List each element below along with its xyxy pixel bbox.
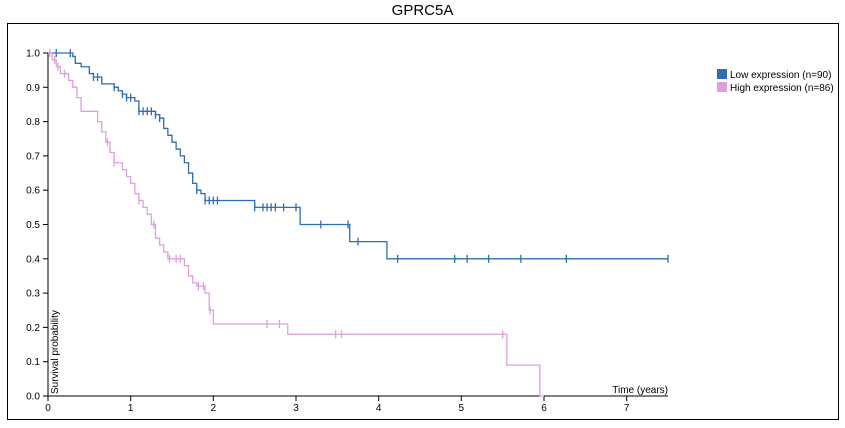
y-tick-label: 0.1 [26, 357, 40, 368]
x-axis-label: Time (years) [612, 385, 668, 396]
x-tick-label: 5 [459, 403, 465, 414]
y-tick-label: 0.8 [26, 117, 40, 128]
legend-label-0: Low expression (n=90) [730, 70, 831, 81]
legend-swatch-1 [717, 82, 727, 92]
axes [43, 52, 668, 401]
chart-frame: 0.0 0.1 0.2 0.3 0.4 0.5 0.6 0.7 0.8 0.9 1.0 0 1 2 3 4 5 6… [7, 23, 839, 420]
legend-label-1: High expression (n=86) [730, 83, 834, 94]
x-tick-label: 4 [376, 403, 382, 414]
y-tick-label: 0.6 [26, 186, 40, 197]
x-tick-label: 0 [45, 403, 51, 414]
y-tick-label: 0.7 [26, 151, 40, 162]
censor-marks [49, 49, 669, 339]
x-tick-label: 3 [293, 403, 299, 414]
legend-swatch-0 [717, 69, 727, 79]
y-axis-label: Survival probability [50, 310, 61, 394]
chart-title: GPRC5A [391, 2, 454, 19]
y-tick-label: 0.5 [26, 220, 40, 231]
axis-labels: 0.0 0.1 0.2 0.3 0.4 0.5 0.6 0.7 0.8 0.9 1.0 0 1 2 3 4 5 6… [26, 49, 668, 415]
y-tick-label: 0.4 [26, 254, 40, 265]
km-plot: 0.0 0.1 0.2 0.3 0.4 0.5 0.6 0.7 0.8 0.9 1.0 0 1 2 3 4 5 6… [26, 49, 834, 415]
legend: Low expression (n=90) High expression (n=… [717, 69, 834, 94]
series-line-0 [48, 52, 668, 260]
x-tick-label: 7 [624, 403, 630, 414]
x-tick-label: 1 [128, 403, 134, 414]
y-tick-label: 1.0 [26, 49, 40, 60]
series-line-1 [48, 52, 544, 397]
y-tick-label: 0.0 [26, 392, 40, 403]
y-tick-label: 0.3 [26, 289, 40, 300]
x-tick-label: 2 [211, 403, 217, 414]
y-tick-label: 0.9 [26, 83, 40, 94]
y-tick-label: 0.2 [26, 323, 40, 334]
survival-curves [48, 52, 668, 397]
x-tick-label: 6 [541, 403, 547, 414]
